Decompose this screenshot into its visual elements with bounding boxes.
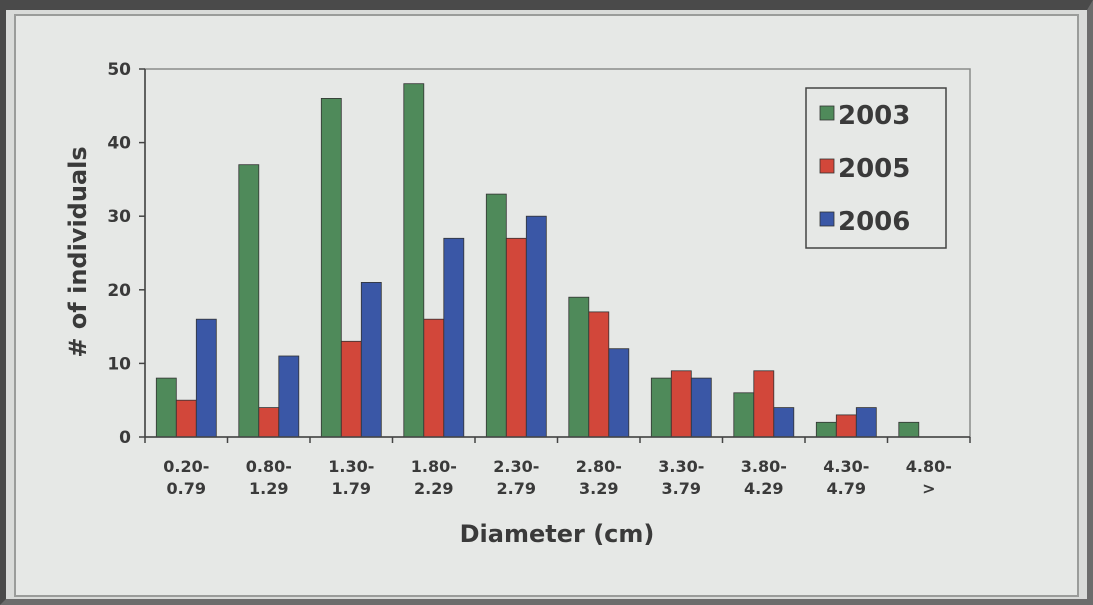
legend-label-2003: 2003 <box>838 101 910 131</box>
legend-swatch-2003 <box>819 105 835 121</box>
x-tick-label-4-1: 2.79 <box>497 479 536 498</box>
x-tick-label-7-0: 3.80- <box>741 457 787 476</box>
bar-2003-3 <box>403 83 425 438</box>
x-tick-label-9-0: 4.80- <box>906 457 952 476</box>
bar-2005-4 <box>505 237 527 438</box>
bar-2003-7 <box>733 392 755 438</box>
bar-2005-1 <box>258 407 280 438</box>
axes-group <box>139 68 971 443</box>
bar-2003-5 <box>568 296 590 438</box>
legend-label-2006: 2006 <box>838 207 910 237</box>
bar-2006-3 <box>443 237 465 438</box>
x-tick-label-5-0: 2.80- <box>576 457 622 476</box>
x-tick-label-0-0: 0.20- <box>163 457 209 476</box>
bars-group <box>155 83 920 438</box>
x-tick-label-4-0: 2.30- <box>493 457 539 476</box>
y-tick-label-50: 50 <box>107 60 131 80</box>
y-tick-label-0: 0 <box>119 428 131 448</box>
bar-2006-8 <box>855 407 877 438</box>
x-tick-label-3-1: 2.29 <box>414 479 453 498</box>
bar-2003-0 <box>155 377 177 438</box>
x-axis-label: Diameter (cm) <box>460 520 655 548</box>
x-tick-label-2-1: 1.79 <box>332 479 371 498</box>
legend-label-2005: 2005 <box>838 154 910 184</box>
bar-2006-0 <box>195 318 217 438</box>
bar-2006-7 <box>773 407 795 438</box>
bar-2006-1 <box>278 355 300 438</box>
bar-2006-6 <box>690 377 712 438</box>
bar-2006-5 <box>608 348 630 438</box>
y-tick-label-40: 40 <box>107 134 131 154</box>
bar-2003-1 <box>238 164 260 438</box>
tick-labels-group: 0 10 20 30 40 50 0.20- 0.79 0.80- 1.29 1.30- 1.79 1.… <box>107 60 952 498</box>
bar-2003-8 <box>815 421 837 438</box>
legend: 2003 2005 2006 <box>805 87 947 249</box>
bar-2006-2 <box>360 281 382 438</box>
bar-2005-5 <box>588 311 610 438</box>
x-tick-label-3-0: 1.80- <box>411 457 457 476</box>
bar-2005-3 <box>423 318 445 438</box>
y-tick-label-30: 30 <box>107 207 131 227</box>
x-tick-label-1-0: 0.80- <box>246 457 292 476</box>
y-tick-label-20: 20 <box>107 281 131 301</box>
x-tick-label-6-1: 3.79 <box>662 479 701 498</box>
x-tick-label-7-1: 4.29 <box>744 479 783 498</box>
legend-swatch-2006 <box>819 211 835 227</box>
y-axis-label: # of individuals <box>64 146 92 357</box>
x-tick-label-2-0: 1.30- <box>328 457 374 476</box>
y-tick-label-10: 10 <box>107 354 131 374</box>
bar-2003-6 <box>650 377 672 438</box>
x-tick-label-5-1: 3.29 <box>579 479 618 498</box>
x-tick-label-6-0: 3.30- <box>658 457 704 476</box>
bar-2005-6 <box>670 370 692 438</box>
bar-2003-4 <box>485 193 507 438</box>
bar-2003-9 <box>898 421 920 438</box>
bar-2005-0 <box>175 399 197 438</box>
x-tick-label-1-1: 1.29 <box>249 479 288 498</box>
x-tick-label-0-1: 0.79 <box>167 479 206 498</box>
legend-swatch-2005 <box>819 158 835 174</box>
bar-2003-2 <box>320 98 342 438</box>
bar-2005-7 <box>753 370 775 438</box>
bar-2006-4 <box>525 215 547 438</box>
x-tick-label-9-1: > <box>922 479 935 498</box>
x-tick-label-8-0: 4.30- <box>823 457 869 476</box>
x-tick-label-8-1: 4.79 <box>827 479 866 498</box>
bar-2005-8 <box>835 414 857 438</box>
bar-2005-2 <box>340 340 362 438</box>
